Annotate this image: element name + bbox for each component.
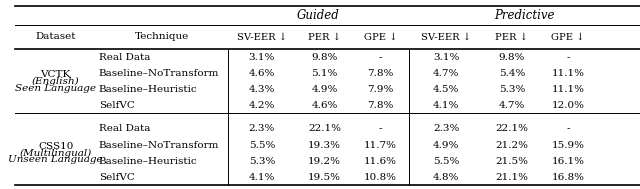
Text: 16.1%: 16.1% [552,157,584,166]
Text: 11.1%: 11.1% [552,69,584,78]
Text: CSS10: CSS10 [38,142,74,151]
Text: PER ↓: PER ↓ [495,32,529,41]
Text: 12.0%: 12.0% [552,101,584,110]
Text: Technique: Technique [135,32,189,41]
Text: SV-EER ↓: SV-EER ↓ [421,32,471,41]
Text: SelfVC: SelfVC [99,173,134,182]
Text: Baseline–Heuristic: Baseline–Heuristic [99,157,197,166]
Text: 4.2%: 4.2% [249,101,275,110]
Text: 4.3%: 4.3% [249,85,275,94]
Text: 3.1%: 3.1% [433,53,460,62]
Text: 11.1%: 11.1% [552,85,584,94]
Text: Guided: Guided [297,9,340,22]
Text: VCTK: VCTK [40,70,71,79]
Text: 5.5%: 5.5% [433,157,460,166]
Text: 4.6%: 4.6% [249,69,275,78]
Text: 5.3%: 5.3% [499,85,525,94]
Text: 22.1%: 22.1% [308,125,341,133]
Text: Baseline–NoTransform: Baseline–NoTransform [99,141,219,149]
Text: 16.8%: 16.8% [552,173,584,182]
Text: -: - [566,125,570,133]
Text: 22.1%: 22.1% [495,125,529,133]
Text: 4.7%: 4.7% [499,101,525,110]
Text: 3.1%: 3.1% [249,53,275,62]
Text: Predictive: Predictive [494,9,555,22]
Text: -: - [379,125,383,133]
Text: 15.9%: 15.9% [552,141,584,149]
Text: GPE ↓: GPE ↓ [552,32,585,41]
Text: 19.5%: 19.5% [308,173,341,182]
Text: 7.9%: 7.9% [367,85,394,94]
Text: Unseen Language: Unseen Language [8,155,103,164]
Text: 9.8%: 9.8% [499,53,525,62]
Text: 5.3%: 5.3% [249,157,275,166]
Text: 4.1%: 4.1% [249,173,275,182]
Text: 19.2%: 19.2% [308,157,341,166]
Text: 4.1%: 4.1% [433,101,460,110]
Text: -: - [566,53,570,62]
Text: 21.2%: 21.2% [495,141,529,149]
Text: Dataset: Dataset [35,32,76,41]
Text: GPE ↓: GPE ↓ [364,32,397,41]
Text: 4.7%: 4.7% [433,69,460,78]
Text: 21.1%: 21.1% [495,173,529,182]
Text: SelfVC: SelfVC [99,101,134,110]
Text: 10.8%: 10.8% [364,173,397,182]
Text: 11.6%: 11.6% [364,157,397,166]
Text: 7.8%: 7.8% [367,69,394,78]
Text: 19.3%: 19.3% [308,141,341,149]
Text: 7.8%: 7.8% [367,101,394,110]
Text: 4.6%: 4.6% [311,101,337,110]
Text: 9.8%: 9.8% [311,53,337,62]
Text: Baseline–Heuristic: Baseline–Heuristic [99,85,197,94]
Text: 5.1%: 5.1% [311,69,337,78]
Text: 5.5%: 5.5% [249,141,275,149]
Text: Real Data: Real Data [99,125,150,133]
Text: 4.9%: 4.9% [433,141,460,149]
Text: Baseline–NoTransform: Baseline–NoTransform [99,69,219,78]
Text: (Multilingual): (Multilingual) [20,149,92,158]
Text: Seen Language: Seen Language [15,84,96,93]
Text: SV-EER ↓: SV-EER ↓ [237,32,287,41]
Text: 2.3%: 2.3% [249,125,275,133]
Text: (English): (English) [32,77,79,86]
Text: -: - [379,53,383,62]
Text: 4.8%: 4.8% [433,173,460,182]
Text: 21.5%: 21.5% [495,157,529,166]
Text: 4.5%: 4.5% [433,85,460,94]
Text: 11.7%: 11.7% [364,141,397,149]
Text: 2.3%: 2.3% [433,125,460,133]
Text: Real Data: Real Data [99,53,150,62]
Text: 5.4%: 5.4% [499,69,525,78]
Text: PER ↓: PER ↓ [308,32,341,41]
Text: 4.9%: 4.9% [311,85,337,94]
